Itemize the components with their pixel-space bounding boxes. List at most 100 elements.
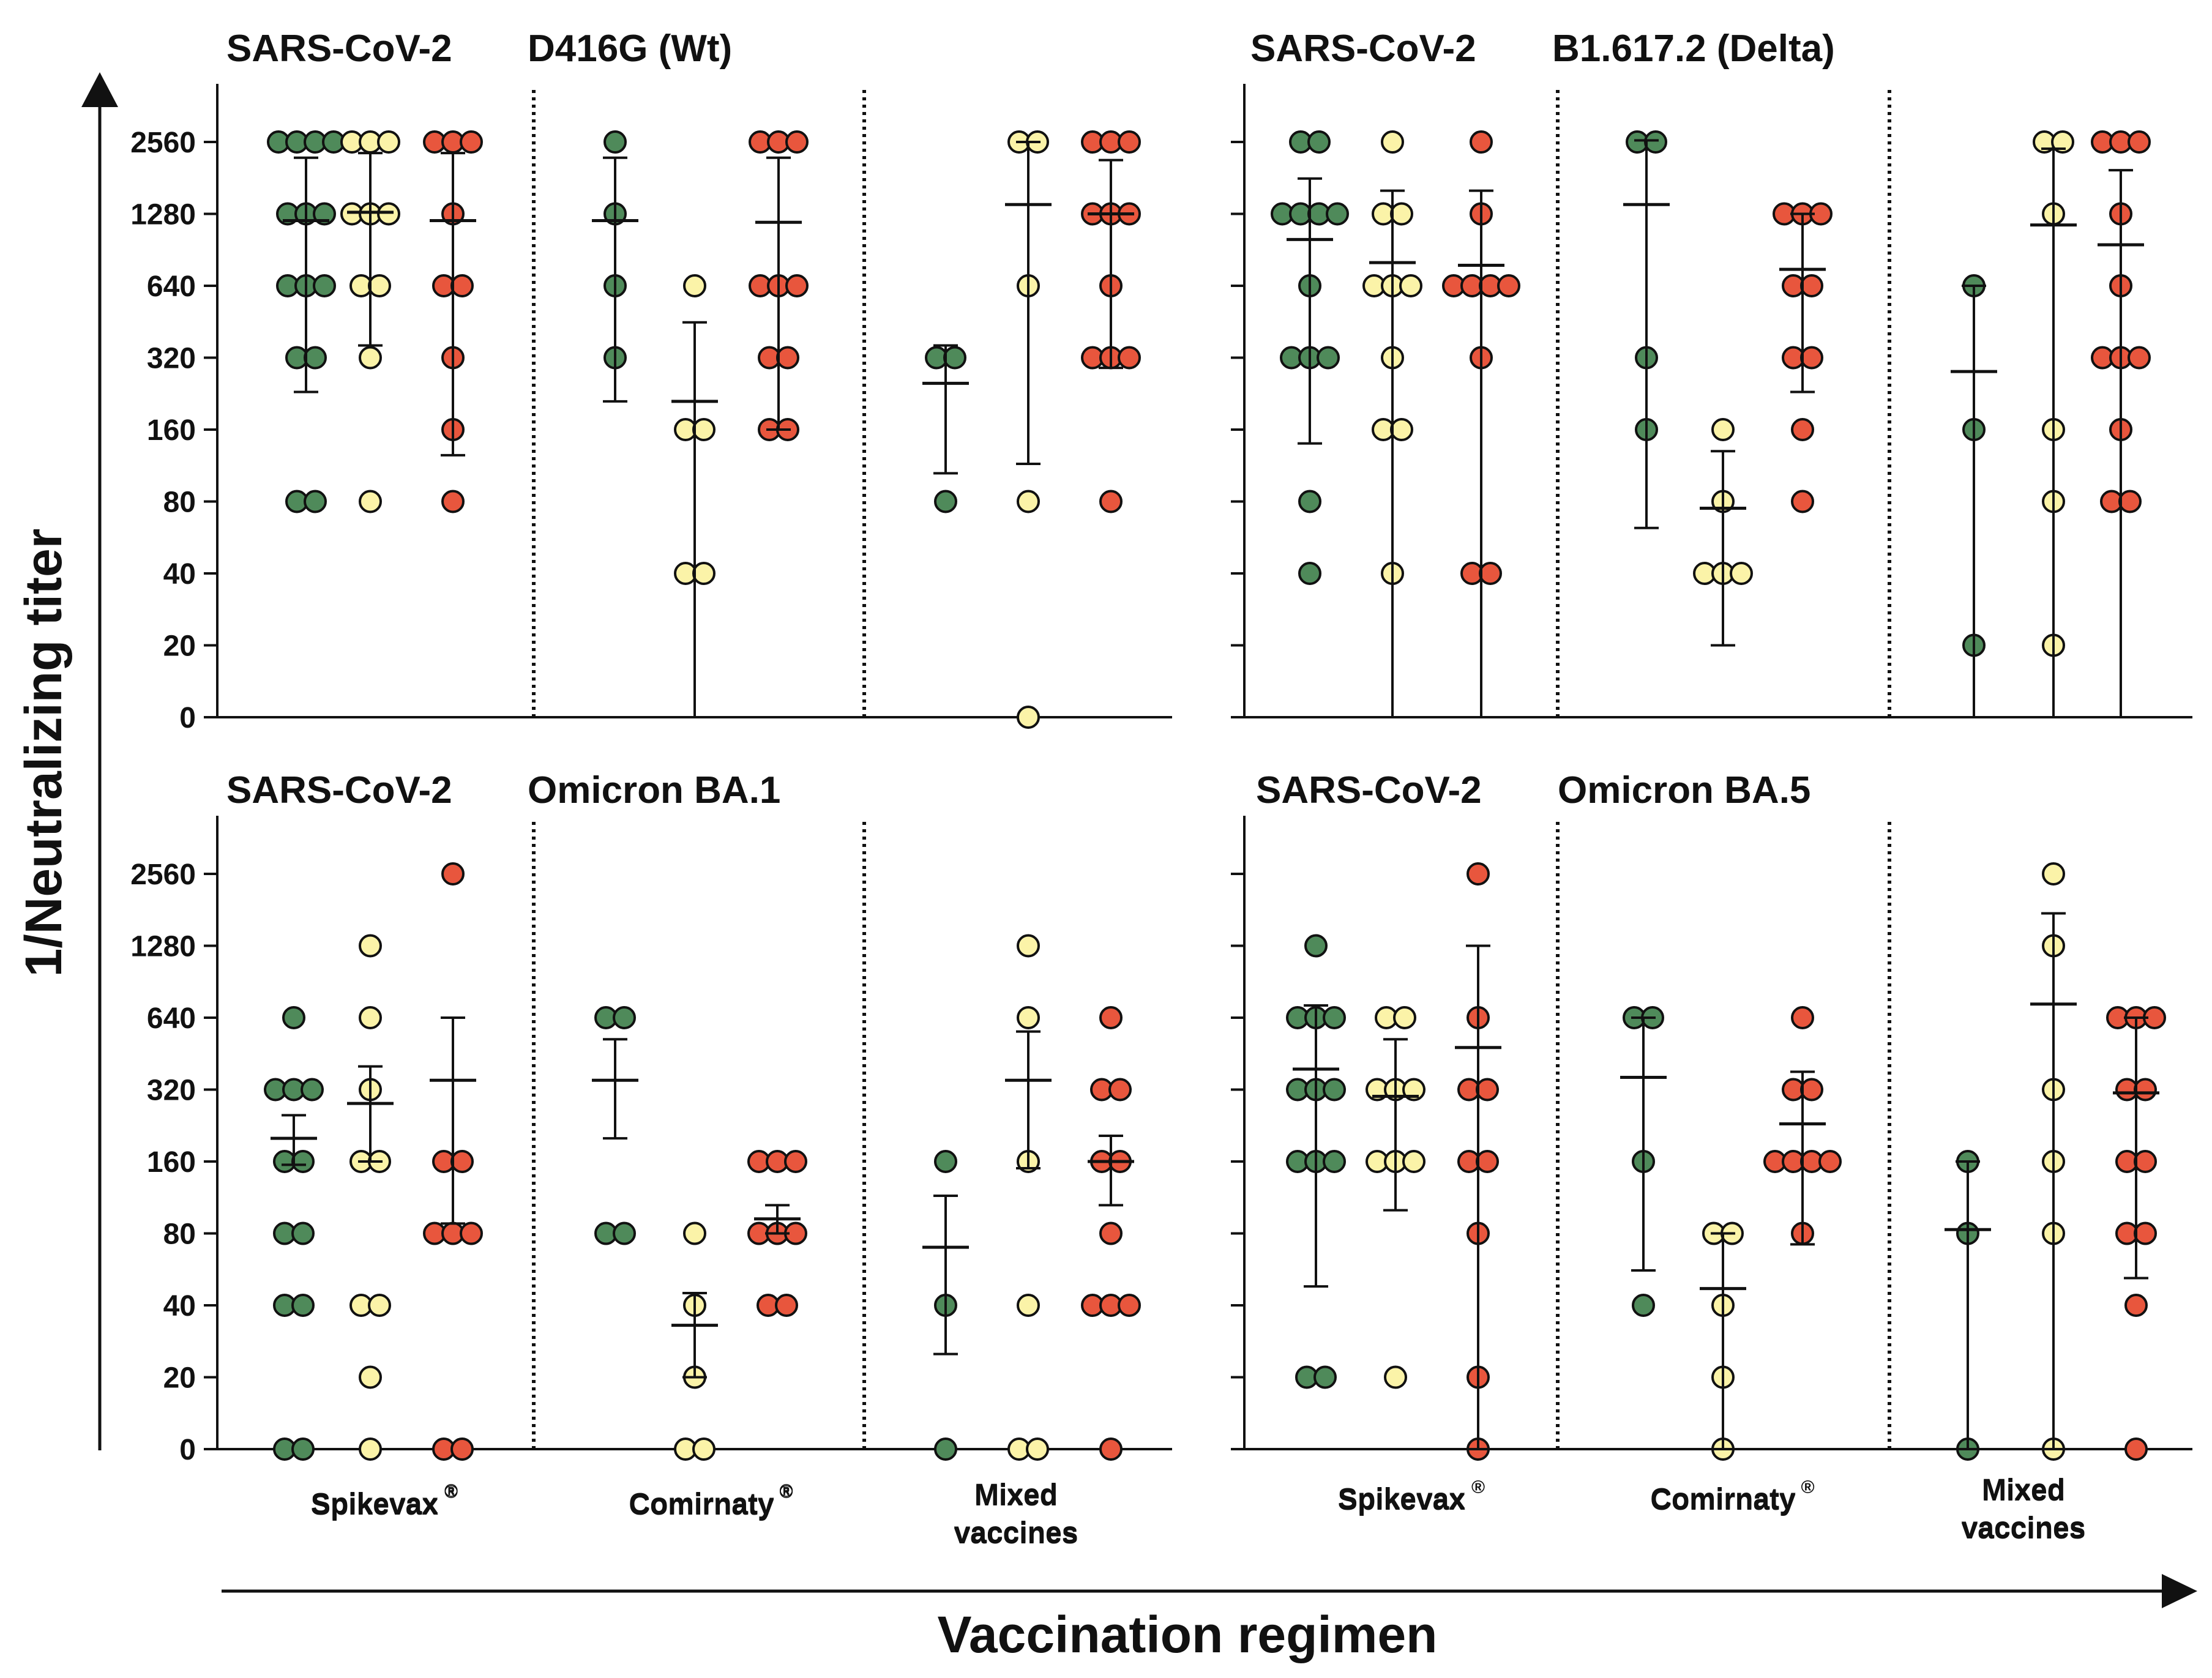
data-point [2124, 1294, 2148, 1317]
error-bars [271, 1016, 1134, 1379]
data-point [301, 1078, 324, 1102]
group-label: Spikevax [1338, 1484, 1465, 1516]
data-point [2051, 130, 2074, 154]
y-tick-label: 1280 [130, 199, 196, 231]
y-tick-label: 640 [147, 270, 196, 303]
data-point [683, 274, 706, 297]
data-point [1017, 934, 1040, 958]
y-tick-label: 2560 [130, 127, 196, 159]
y-tick-label: 160 [147, 1146, 196, 1179]
data-point [1099, 1437, 1123, 1461]
data-point [1118, 1294, 1141, 1317]
data-point [1730, 562, 1753, 585]
data-point [368, 1294, 391, 1317]
data-point [2124, 1437, 2148, 1461]
data-point [1017, 1294, 1040, 1317]
data-point [1476, 1078, 1499, 1102]
data-point [1099, 490, 1123, 513]
data-point [1323, 1150, 1346, 1173]
panel-title-virus: SARS-CoV-2 [1250, 28, 1476, 70]
y-tick-label: 80 [163, 1218, 196, 1251]
data-point [785, 274, 809, 297]
data-point [1118, 346, 1141, 370]
data-point [359, 934, 382, 958]
y-tick-label: 40 [163, 1290, 196, 1322]
group-labels: Spikevax Comirnaty Mixed vaccines [1338, 1474, 2085, 1544]
data-point [1399, 274, 1422, 297]
group-label: Comirnaty [1650, 1483, 1796, 1515]
group-label: Mixed [974, 1480, 1058, 1512]
group-label: Comirnaty [629, 1489, 774, 1521]
data-point [460, 130, 483, 154]
data-point [291, 1294, 315, 1317]
data-point [1026, 1437, 1049, 1461]
data-point [683, 1221, 706, 1245]
data-point [1313, 1365, 1337, 1389]
data-point [291, 1150, 315, 1173]
panel-delta: SARS-CoV-2 B1.617.2 (Delta) Spikevax Comi… [1231, 28, 2192, 1544]
y-tick-label: 80 [163, 487, 196, 519]
data-point [450, 1150, 474, 1173]
y-tick-labels: 2560 1280 640 320 160 80 40 20 0 [130, 859, 196, 1466]
data-point [359, 490, 382, 513]
data-point [1800, 1078, 1823, 1102]
panel-wt: SARS-CoV-2 D416G (Wt) 2560 1280 640 320 160 8… [130, 28, 1172, 1549]
data-point [2128, 130, 2151, 154]
data-point [1818, 1150, 1842, 1173]
data-point [450, 274, 474, 297]
data-point [1298, 490, 1321, 513]
data-point [613, 1006, 636, 1029]
data-point [359, 1365, 382, 1389]
registered-mark: ® [780, 1482, 793, 1502]
x-axis-title: Vaccination regimen [938, 1606, 1438, 1663]
panel-title-variant: Omicron BA.5 [1558, 769, 1810, 811]
data-point [1467, 862, 1490, 886]
data-point [460, 1221, 483, 1245]
data-point [692, 562, 716, 585]
y-tick-label: 1280 [130, 931, 196, 963]
data-point [692, 418, 716, 441]
data-point [603, 130, 627, 154]
y-tick-label: 640 [147, 1002, 196, 1035]
data-point [282, 1006, 305, 1029]
data-point [1323, 1006, 1346, 1029]
data-point [2042, 862, 2065, 886]
data-point [1393, 1006, 1416, 1029]
data-point [1017, 706, 1040, 729]
data-points [267, 130, 1141, 729]
data-point [1390, 202, 1413, 226]
data-point [2134, 1078, 2157, 1102]
y-tick-label: 20 [163, 630, 196, 663]
group-label-line2: vaccines [1962, 1512, 2086, 1544]
data-point [1800, 274, 1823, 297]
panel-title-virus: SARS-CoV-2 [226, 28, 452, 70]
data-point [1099, 1006, 1123, 1029]
data-point [1118, 130, 1141, 154]
data-point [934, 490, 957, 513]
panel-title-variant: B1.617.2 (Delta) [1552, 28, 1835, 70]
registered-mark: ® [1471, 1477, 1485, 1497]
data-point [1099, 1221, 1123, 1245]
registered-mark: ® [444, 1481, 458, 1501]
y-axis-title: 1/Neutralizing titer [15, 529, 72, 977]
panel-title-virus: SARS-CoV-2 [1256, 769, 1482, 811]
registered-mark: ® [780, 1481, 793, 1501]
data-point [304, 490, 327, 513]
data-point [1384, 1365, 1407, 1389]
data-point [943, 346, 966, 370]
data-point [692, 1437, 716, 1461]
y-tick-label: 2560 [130, 859, 196, 891]
data-points [264, 862, 1141, 1461]
y-tick-labels: 2560 1280 640 320 160 80 40 20 0 [130, 127, 196, 734]
group-label-line2: vaccines [954, 1516, 1078, 1549]
data-point [1791, 1006, 1814, 1029]
data-point [441, 862, 465, 886]
data-point [785, 130, 809, 154]
data-point [2134, 1150, 2157, 1173]
registered-mark: ® [444, 1482, 458, 1502]
y-tick-label: 0 [179, 702, 196, 734]
group-label-line2: vaccines [1962, 1513, 2086, 1545]
